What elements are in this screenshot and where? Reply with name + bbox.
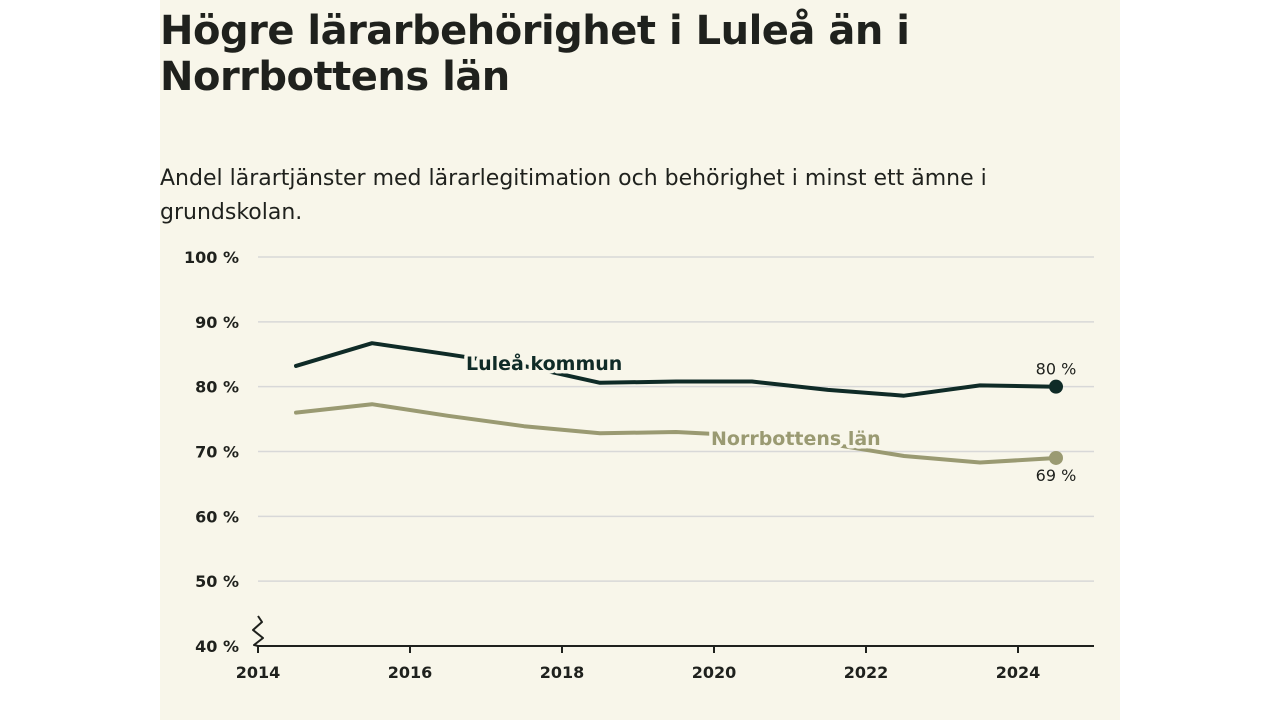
data-point-lulea-7 — [826, 388, 830, 392]
x-axis-ticks: 2014 2016 2018 2020 2022 2024 — [236, 646, 1041, 682]
series-label-norrbotten: Norrbottens län — [711, 428, 881, 450]
chart-subtitle: Andel lärartjänster med lärarlegitimatio… — [160, 166, 987, 225]
x-tick-label-2022: 2022 — [844, 663, 889, 682]
data-point-norrbotten-9 — [978, 461, 982, 465]
data-point-norrbotten-5 — [674, 430, 678, 434]
series-label-halo-lulea: Luleå kommun — [466, 351, 622, 375]
x-tick-label-2024: 2024 — [996, 663, 1041, 682]
data-point-lulea-10 — [1049, 379, 1063, 394]
y-tick-label-70: 70 % — [195, 443, 239, 462]
x-tick-label-2014: 2014 — [236, 663, 281, 682]
grid-lines — [258, 256, 1094, 582]
series-label-halo-norrbotten: Norrbottens län — [711, 428, 881, 450]
x-axis — [252, 615, 1094, 647]
y-tick-label-100: 100 % — [184, 248, 239, 267]
y-tick-label-60: 60 % — [195, 507, 239, 526]
data-point-norrbotten-4 — [598, 431, 602, 435]
y-axis-ticks: 40 % 50 % 60 % 70 % 80 % 90 % 100 % — [184, 248, 239, 656]
data-point-lulea-4 — [598, 381, 602, 385]
data-point-norrbotten-1 — [370, 402, 374, 406]
data-point-norrbotten-8 — [902, 454, 906, 458]
data-point-norrbotten-2 — [446, 414, 450, 418]
axis-break-icon — [252, 615, 264, 647]
series-line-lulea — [294, 341, 1058, 398]
data-point-lulea-8 — [902, 394, 906, 398]
series-line-norrbotten — [294, 402, 1058, 465]
data-point-lulea-9 — [978, 383, 982, 387]
y-tick-label-40: 40 % — [195, 637, 239, 656]
end-value-label-norrbotten: 69 % — [1036, 466, 1077, 485]
x-tick-label-2016: 2016 — [388, 663, 433, 682]
y-tick-label-50: 50 % — [195, 572, 239, 591]
data-point-norrbotten-10 — [1049, 450, 1063, 465]
chart-title: Högre lärarbehörighet i Luleå än i Norrb… — [160, 8, 910, 100]
series-label-lulea: Luleå kommun — [466, 351, 622, 375]
data-point-norrbotten-3 — [522, 424, 526, 428]
y-tick-label-90: 90 % — [195, 313, 239, 332]
data-point-lulea-5 — [674, 379, 678, 383]
data-point-lulea-0 — [294, 364, 298, 368]
data-point-lulea-1 — [370, 341, 374, 345]
data-point-lulea-2 — [446, 352, 450, 356]
y-tick-label-80: 80 % — [195, 378, 239, 397]
data-point-lulea-6 — [750, 379, 754, 383]
x-tick-label-2018: 2018 — [540, 663, 585, 682]
end-value-label-lulea: 80 % — [1036, 360, 1077, 379]
x-tick-label-2020: 2020 — [692, 663, 737, 682]
series-lines — [294, 341, 1063, 465]
data-point-norrbotten-0 — [294, 411, 298, 415]
